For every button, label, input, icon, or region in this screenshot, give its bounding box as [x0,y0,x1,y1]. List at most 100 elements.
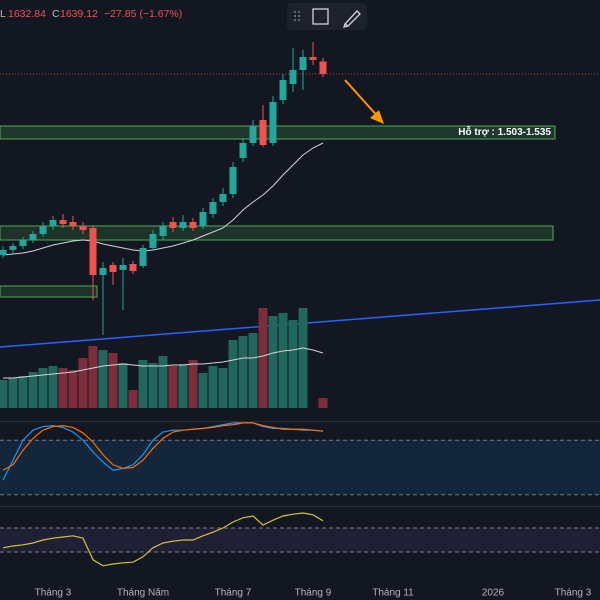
x-tick-label: Tháng 11 [372,588,414,599]
candle-body [219,194,227,202]
toolbar [287,3,367,30]
volume-bar [168,366,178,408]
x-tick-label: Tháng 9 [295,588,332,599]
volume-bar [178,364,188,408]
candle-body [69,222,77,226]
x-tick-label: Tháng 3 [35,588,72,599]
volume-bar [118,363,128,408]
volume-bar [288,320,298,408]
candle-body [279,80,287,100]
arrow-shaft [344,79,381,120]
volume-bar [268,316,278,408]
volume-bar [278,313,288,408]
candle-body [49,220,57,226]
volume-bar [248,333,258,408]
layers [0,42,600,567]
candle-body [179,222,187,228]
volume-bar [28,372,38,408]
volume-bar [108,353,118,408]
x-tick-label: 2026 [482,588,505,599]
volume-bar [188,360,198,408]
candle-body [229,167,237,194]
header-low-label: L [0,8,6,20]
candle-body [239,143,247,158]
candle-body [9,246,17,250]
header-low: 1632.84 [8,8,46,20]
rsi-band [0,528,600,552]
candle-body [99,268,107,275]
arrow-head [370,110,384,124]
volume-bar [18,376,28,408]
zone [0,285,98,298]
volume-bar [138,360,148,408]
volume-bar [208,366,218,408]
candle-body [79,226,87,230]
support-label: Hỗ trợ : 1.503-1.535 [458,125,551,138]
volume-bar [78,358,88,408]
volume-bar [238,336,248,408]
candle-body [139,248,147,266]
rsi-line [2,512,324,567]
candle-body [119,265,127,270]
candle-body [189,222,197,228]
candle-body [199,212,207,226]
header: L 1632.84 C 1639.12 −27.85 (−1.67%) [0,8,182,20]
candle-body [269,102,277,143]
candle-body [299,57,307,70]
candle-body [59,220,67,224]
rect-tool[interactable] [312,8,329,25]
volume-bar [38,368,48,408]
pane-separator [0,421,600,422]
candle-body [169,222,177,228]
candle-body [109,265,117,272]
pen-tool[interactable] [343,10,361,28]
header-close-label: C [52,8,60,20]
stoch-band [0,440,600,495]
support-zone [0,125,556,140]
stoch-d-line [2,422,324,471]
x-tick-label: Tháng Năm [117,588,169,599]
candle-body [249,126,257,143]
volume-bar [98,350,108,408]
header-close: 1639.12 [60,8,98,20]
candle-body [209,202,217,214]
volume-bar [128,390,138,408]
volume-bar [158,356,168,408]
header-change: −27.85 (−1.67%) [104,8,182,20]
candle-body [149,234,157,248]
volume-bar [88,346,98,408]
grip [294,11,300,21]
candle-body [129,264,137,271]
volume-bar [218,368,228,408]
candle-body [39,226,47,234]
x-axis: Tháng 3 Tháng Năm Tháng 7 Tháng 9 Tháng 11 20… [35,588,592,599]
ma-line [2,142,324,256]
volume-bar [48,366,58,408]
volume-bar [8,378,18,408]
candle-body [29,234,37,240]
toolbar-bg [287,3,367,30]
zone [0,225,554,241]
volume-bar [148,363,158,408]
x-tick-label: Tháng 3 [555,588,592,599]
volume-ma-line [3,347,324,379]
candle-body [319,61,327,74]
volume-bar [0,380,8,408]
candle-body [259,120,267,145]
volume-bar [228,340,238,408]
x-tick-label: Tháng 7 [215,588,252,599]
volume-bar [198,373,208,408]
candle-body [89,228,97,275]
candle-body [159,226,167,236]
candle-body [289,70,297,84]
volume-bar [318,398,328,408]
candle-body [309,57,317,60]
pane-separator [0,506,600,507]
candle-body [0,250,7,255]
candle-body [19,240,27,246]
volume-bar [258,308,268,408]
volume-bar [58,368,68,408]
volume-bar [298,308,308,408]
